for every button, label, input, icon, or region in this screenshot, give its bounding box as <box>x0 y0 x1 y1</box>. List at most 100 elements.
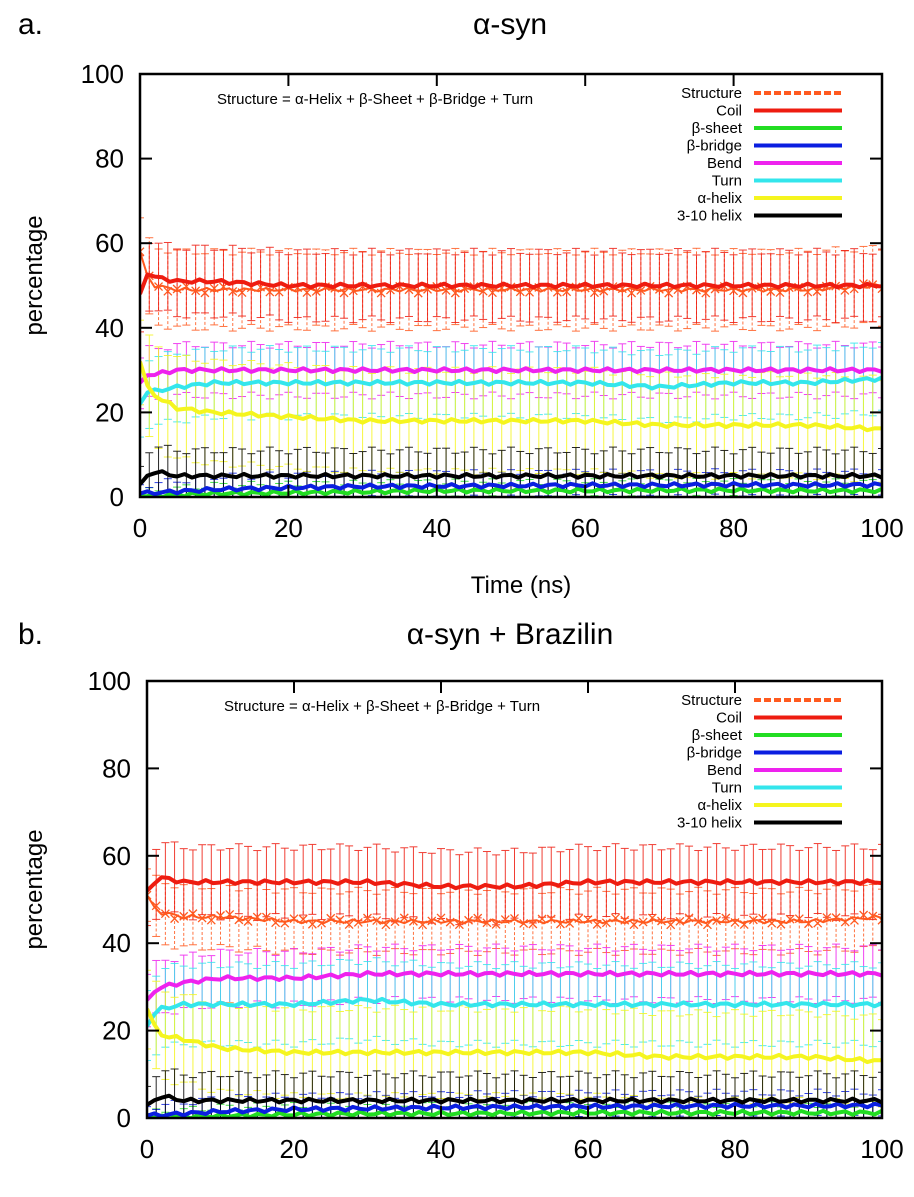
marker <box>776 919 786 929</box>
marker <box>647 913 657 923</box>
marker <box>206 915 216 925</box>
plot-area <box>140 217 882 497</box>
marker <box>638 917 648 927</box>
marker <box>450 288 460 298</box>
marker <box>537 914 547 924</box>
marker <box>154 282 164 292</box>
legend-label: β-sheet <box>692 727 743 744</box>
marker <box>261 912 271 922</box>
marker <box>317 918 327 928</box>
marker <box>748 915 758 925</box>
x-tick-label: 100 <box>860 513 903 543</box>
legend-label: 3-10 helix <box>677 208 743 225</box>
panel-label: a. <box>18 8 44 41</box>
chart-title: α-syn <box>472 8 548 41</box>
marker <box>574 913 584 923</box>
marker <box>666 920 676 930</box>
marker <box>237 288 247 297</box>
legend-label: Coil <box>716 710 742 727</box>
marker <box>418 920 428 930</box>
marker <box>302 288 312 297</box>
x-tick-label: 80 <box>719 513 748 543</box>
marker <box>813 918 823 928</box>
legend-label: Coil <box>716 103 742 120</box>
marker <box>243 917 253 926</box>
marker <box>234 915 244 925</box>
marker <box>712 916 722 926</box>
marker <box>519 919 529 928</box>
marker <box>209 283 219 293</box>
marker <box>601 918 611 928</box>
marker <box>803 287 813 297</box>
marker <box>228 287 238 296</box>
panel-a: a. α-syn 0 20 40 60 80 100 0 20 40 60 80 100 Time (n… <box>0 0 914 598</box>
marker <box>163 286 173 296</box>
marker <box>413 288 423 298</box>
series-line-Turn <box>140 375 882 405</box>
legend-label: Turn <box>712 780 742 797</box>
marker <box>390 917 400 927</box>
series-line-Bend <box>147 969 882 1002</box>
marker <box>840 917 850 927</box>
legend-label: α-helix <box>697 797 742 814</box>
marker <box>775 288 785 297</box>
marker <box>868 911 878 921</box>
marker <box>326 913 336 923</box>
series-line-Bend <box>140 366 882 385</box>
marker <box>289 914 299 924</box>
plot-area <box>147 841 882 1118</box>
y-axis-label: percentage <box>21 829 48 949</box>
marker <box>849 915 859 925</box>
marker <box>147 890 152 900</box>
x-tick-label: 60 <box>574 1134 603 1164</box>
legend-label: Structure <box>681 85 742 102</box>
marker <box>280 918 290 928</box>
marker <box>831 913 841 923</box>
marker <box>344 920 354 930</box>
legend-label: Turn <box>712 173 742 190</box>
marker <box>693 917 703 927</box>
marker <box>454 920 464 930</box>
x-tick-label: 100 <box>860 1134 903 1164</box>
marker <box>399 913 409 923</box>
marker <box>445 917 455 927</box>
marker <box>546 914 556 924</box>
y-axis-label: percentage <box>21 215 48 335</box>
marker <box>311 287 321 296</box>
chart-b: 0 20 40 60 80 100 0 20 40 60 80 100 Time (ns) percent… <box>21 666 904 1196</box>
plot-frame <box>145 679 884 1120</box>
marker <box>583 915 593 925</box>
panel-label: b. <box>18 618 44 651</box>
x-tick-label: 20 <box>274 513 303 543</box>
x-tick-label: 20 <box>280 1134 309 1164</box>
series-line-α-helix <box>147 1007 882 1065</box>
marker <box>335 915 345 925</box>
plot-frame <box>138 72 884 499</box>
marker <box>767 918 777 928</box>
marker <box>599 286 609 296</box>
marker <box>216 911 225 920</box>
marker <box>701 288 711 298</box>
marker <box>170 914 180 924</box>
marker <box>478 286 488 296</box>
chart-title: α-syn + Brazilin <box>406 618 614 651</box>
marker <box>436 913 446 923</box>
marker <box>822 913 832 923</box>
marker <box>812 287 822 296</box>
series-line-Coil <box>140 272 882 295</box>
marker <box>408 916 418 926</box>
series-line-β-sheet <box>147 1108 882 1118</box>
marker <box>627 288 637 298</box>
marker <box>804 919 813 929</box>
marker <box>191 286 201 296</box>
marker <box>307 919 317 929</box>
y-tick-label: 0 <box>110 482 124 512</box>
marker <box>620 915 630 925</box>
marker <box>487 288 497 298</box>
y-tick-label: 80 <box>102 753 131 783</box>
series-line-3-10 helix <box>147 1093 882 1107</box>
marker <box>271 918 281 928</box>
marker <box>565 919 575 928</box>
marker <box>528 919 538 929</box>
marker <box>794 914 804 924</box>
